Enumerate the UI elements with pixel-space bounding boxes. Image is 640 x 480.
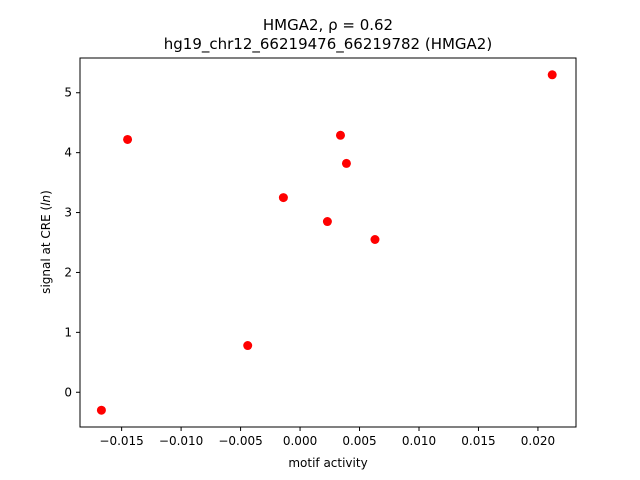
x-axis-label: motif activity bbox=[288, 456, 367, 470]
x-tick-label: 0.005 bbox=[342, 434, 376, 448]
data-point bbox=[335, 130, 345, 140]
title-line-2: hg19_chr12_66219476_66219782 (HMGA2) bbox=[164, 35, 492, 54]
x-tick-label: 0.020 bbox=[521, 434, 555, 448]
x-tick-label: 0.015 bbox=[461, 434, 495, 448]
y-tick-label: 5 bbox=[64, 86, 72, 100]
y-tick-label: 3 bbox=[64, 206, 72, 220]
data-point bbox=[96, 405, 106, 415]
data-point bbox=[123, 134, 133, 144]
x-tick-label: −0.015 bbox=[99, 434, 143, 448]
data-point bbox=[278, 193, 288, 203]
data-point bbox=[322, 217, 332, 227]
chart-title: HMGA2, ρ = 0.62 hg19_chr12_66219476_6621… bbox=[164, 16, 492, 54]
x-axis-ticks: −0.015 −0.010 −0.005 0.000 0.005 0.010 0.015 0.… bbox=[99, 427, 555, 448]
y-axis-label: signal at CRE (ln) bbox=[39, 190, 53, 294]
x-tick-label: −0.005 bbox=[218, 434, 262, 448]
data-point bbox=[243, 341, 253, 351]
data-point bbox=[341, 158, 351, 168]
y-tick-label: 2 bbox=[64, 265, 72, 279]
data-points bbox=[96, 70, 557, 415]
y-tick-label: 4 bbox=[64, 146, 72, 160]
title-line-1: HMGA2, ρ = 0.62 bbox=[263, 16, 393, 34]
plot-area-frame bbox=[79, 57, 577, 428]
data-point bbox=[547, 70, 557, 80]
y-tick-label: 1 bbox=[64, 325, 72, 339]
x-tick-label: −0.010 bbox=[159, 434, 203, 448]
y-axis-ticks: 0 1 2 3 4 5 bbox=[64, 86, 80, 399]
data-point bbox=[370, 235, 380, 245]
x-tick-label: 0.010 bbox=[402, 434, 436, 448]
x-tick-label: 0.000 bbox=[283, 434, 317, 448]
y-tick-label: 0 bbox=[64, 385, 72, 399]
